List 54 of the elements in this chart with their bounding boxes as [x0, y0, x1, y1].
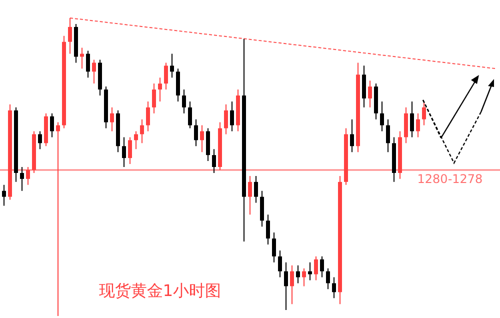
- candlestick: [284, 262, 288, 311]
- candlestick: [254, 175, 258, 204]
- candlestick: [230, 100, 234, 132]
- candlestick: [278, 250, 282, 278]
- candlestick: [410, 100, 414, 138]
- candlestick: [368, 80, 372, 108]
- candlestick: [164, 62, 168, 90]
- candlestick: [212, 148, 216, 174]
- candlestick: [86, 50, 90, 78]
- candlestick: [326, 268, 330, 290]
- candlestick: [134, 130, 138, 150]
- candlestick: [314, 256, 318, 281]
- candlestick: [422, 100, 426, 126]
- candlestick: [68, 18, 72, 54]
- candlestick: [332, 276, 336, 299]
- candlestick: [320, 256, 324, 278]
- candlestick: [308, 262, 312, 281]
- candlestick: [260, 190, 264, 228]
- candlestick: [272, 232, 276, 263]
- candlestick: [380, 100, 384, 132]
- candlestick: [128, 136, 132, 165]
- candlestick: [26, 166, 30, 186]
- candlestick: [92, 59, 96, 84]
- candlestick: [416, 112, 420, 138]
- candlestick: [386, 118, 390, 153]
- candlestick: [158, 77, 162, 102]
- candlestick: [122, 136, 126, 168]
- candlestick: [176, 68, 180, 102]
- candlestick: [248, 175, 252, 216]
- candlestick: [350, 118, 354, 153]
- candlestick: [56, 122, 60, 316]
- candlestick: [290, 264, 294, 305]
- text: 现货黄金1小时图: [98, 281, 222, 300]
- candlestick: [266, 214, 270, 245]
- candlestick: [206, 128, 210, 162]
- candlestick: [2, 184, 6, 206]
- candlestick: [404, 106, 408, 144]
- candlestick: [194, 118, 198, 147]
- candlestick: [152, 83, 156, 114]
- candlestick: [188, 100, 192, 129]
- candlestick: [362, 65, 366, 108]
- candlestick: [140, 118, 144, 144]
- candlestick: [302, 268, 306, 287]
- candlestick: [224, 104, 228, 135]
- candlestick: [50, 112, 54, 138]
- candlestick: [182, 89, 186, 114]
- candlestick: [200, 124, 204, 153]
- candlestick: [170, 53, 174, 78]
- candlestick: [296, 264, 300, 284]
- candlestick: [38, 130, 42, 150]
- candlestick: [146, 100, 150, 132]
- candlestick: [110, 106, 114, 132]
- candlestick: [20, 166, 24, 192]
- annotation: 1280-1278: [417, 172, 483, 186]
